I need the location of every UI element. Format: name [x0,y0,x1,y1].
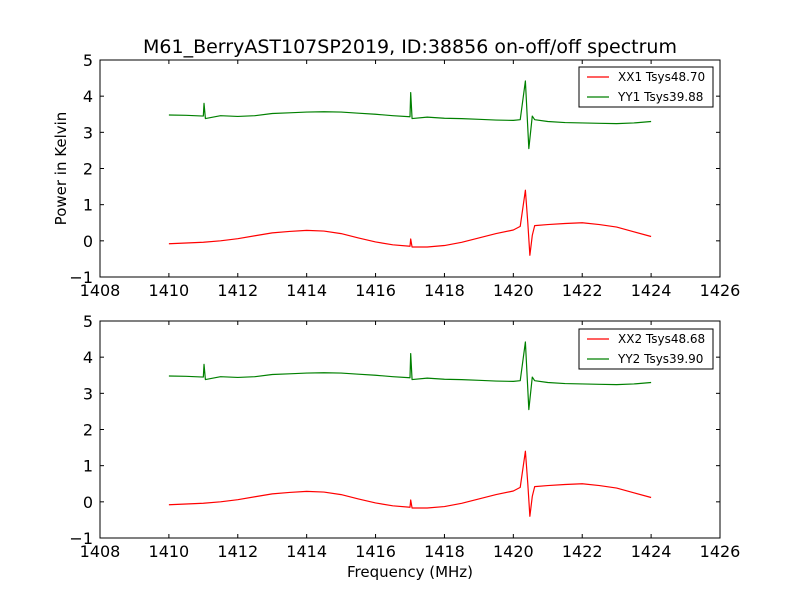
legend: XX1 Tsys48.70 YY1 Tsys39.88 [578,66,714,108]
x-tick-label: 1424 [631,542,672,561]
lower-panel: 1408 1410 1412 1414 1416 1418 1420 1422 1424 1426… [69,312,740,581]
chart-title: M61_BerryAST107SP2019, ID:38856 on-off/o… [143,36,677,58]
upper-panel: 1408 1410 1412 1414 1416 1418 1420 1422 1424 1426… [52,51,740,300]
x-tick-label: 1424 [631,281,672,300]
legend-box [578,328,714,370]
y-tick-label: −1 [69,529,93,548]
y-tick-label: 1 [83,457,93,476]
x-tick-label: 1416 [355,281,396,300]
x-tick-label: 1422 [562,542,603,561]
legend-entry-label: XX1 Tsys48.70 [618,70,705,84]
x-tick-label: 1412 [217,281,258,300]
legend-entry-label: YY1 Tsys39.88 [617,90,703,104]
x-tick-label: 1410 [149,542,190,561]
y-tick-label: 4 [83,348,93,367]
series-line-yy1 [168,80,652,150]
y-tick-label: 3 [83,384,93,403]
y-tick-label: 0 [83,493,93,512]
series-line-xx2 [168,450,652,517]
x-tick-label: 1408 [80,542,121,561]
x-tick-label: 1410 [149,281,190,300]
x-tick-label: 1408 [80,281,121,300]
y-tick-label: 2 [83,421,93,440]
y-tick-label: 0 [83,232,93,251]
x-tick-label: 1420 [493,542,534,561]
x-tick-label: 1426 [700,281,741,300]
x-tick-label: 1416 [355,542,396,561]
y-axis-label: Power in Kelvin [52,112,70,226]
x-tick-label: 1426 [700,542,741,561]
legend: XX2 Tsys48.68 YY2 Tsys39.90 [578,328,714,370]
legend-entry-label: XX2 Tsys48.68 [618,332,705,346]
y-tick-label: −1 [69,268,93,287]
x-tick-label: 1418 [424,542,465,561]
legend-box [578,66,714,108]
x-tick-label: 1418 [424,281,465,300]
x-tick-label: 1412 [217,542,258,561]
y-tick-label: 2 [83,160,93,179]
legend-entry-label: YY2 Tsys39.90 [617,352,703,366]
x-tick-label: 1414 [286,542,327,561]
y-tick-label: 4 [83,87,93,106]
series-line-yy2 [168,341,652,411]
y-tick-label: 1 [83,196,93,215]
x-tick-label: 1422 [562,281,603,300]
x-axis-label: Frequency (MHz) [347,563,473,581]
x-tick-label: 1414 [286,281,327,300]
y-tick-label: 3 [83,123,93,142]
y-tick-label: 5 [83,51,93,70]
y-tick-label: 5 [83,312,93,331]
x-tick-label: 1420 [493,281,534,300]
series-line-xx1 [168,189,652,256]
